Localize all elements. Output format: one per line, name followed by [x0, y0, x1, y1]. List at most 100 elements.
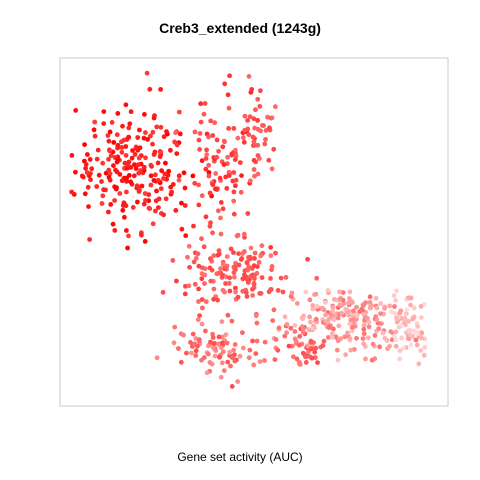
chart-title: Creb3_extended (1243g)	[159, 20, 321, 36]
scatter-point	[106, 209, 111, 215]
scatter-point	[207, 190, 213, 196]
scatter-point	[211, 253, 217, 258]
scatter-point	[231, 125, 237, 131]
scatter-point	[220, 349, 226, 355]
scatter-point	[240, 345, 246, 351]
scatter-point	[232, 157, 238, 163]
scatter-point	[95, 147, 101, 153]
scatter-point	[219, 340, 225, 346]
scatter-point	[199, 321, 205, 327]
scatter-point	[178, 359, 184, 365]
scatter-point	[247, 114, 253, 120]
scatter-point	[313, 291, 319, 297]
scatter-point	[246, 132, 252, 138]
scatter-point	[211, 296, 217, 302]
scatter-point	[378, 311, 383, 316]
scatter-point	[128, 179, 134, 185]
scatter-point	[314, 275, 320, 281]
scatter-point	[246, 74, 252, 79]
scatter-point	[125, 245, 130, 251]
scatter-point	[352, 321, 357, 326]
scatter-point	[196, 137, 202, 143]
scatter-point	[110, 221, 116, 227]
scatter-point	[142, 239, 148, 244]
scatter-point	[112, 198, 117, 203]
scatter-point	[244, 294, 250, 299]
scatter-point	[176, 177, 182, 183]
scatter-point	[237, 160, 243, 166]
scatter-point	[323, 312, 328, 318]
scatter-point	[312, 349, 318, 355]
scatter-point	[135, 199, 140, 205]
scatter-point	[191, 259, 197, 265]
scatter-point	[233, 285, 238, 291]
scatter-point	[223, 281, 229, 286]
scatter-point	[315, 360, 320, 365]
scatter-point	[193, 353, 199, 358]
scatter-point	[210, 133, 216, 138]
scatter-point	[238, 257, 244, 262]
scatter-point	[151, 115, 157, 121]
scatter-point	[238, 189, 244, 195]
scatter-point	[147, 86, 153, 92]
scatter-point	[245, 267, 251, 273]
scatter-point	[378, 301, 384, 306]
scatter-point	[208, 256, 213, 261]
scatter-point	[84, 170, 90, 175]
scatter-point	[216, 208, 221, 214]
scatter-point	[115, 142, 121, 148]
scatter-point	[85, 152, 90, 157]
scatter-point	[394, 288, 399, 294]
scatter-point	[275, 288, 281, 293]
scatter-point	[225, 154, 231, 160]
scatter-point	[211, 286, 217, 292]
scatter-point	[100, 193, 106, 199]
scatter-point	[273, 337, 279, 342]
scatter-point	[232, 342, 238, 347]
scatter-point	[124, 228, 129, 233]
scatter-point	[269, 166, 275, 172]
scatter-point	[199, 297, 205, 302]
scatter-point	[389, 337, 395, 343]
scatter-point	[392, 333, 397, 339]
scatter-point	[253, 107, 258, 113]
scatter-point	[163, 160, 168, 166]
scatter-point	[345, 330, 350, 336]
scatter-point	[418, 348, 424, 353]
scatter-point	[69, 189, 75, 195]
scatter-point	[174, 151, 180, 157]
scatter-point	[179, 226, 185, 232]
scatter-point	[69, 153, 75, 158]
scatter-point	[154, 188, 159, 194]
scatter-point	[237, 353, 243, 359]
scatter-point	[372, 356, 378, 362]
scatter-point	[207, 223, 213, 229]
scatter-point	[310, 303, 316, 308]
scatter-point	[190, 331, 196, 337]
scatter-point	[255, 171, 261, 177]
scatter-point	[401, 345, 407, 351]
scatter-point	[139, 183, 145, 189]
scatter-point	[216, 270, 222, 276]
scatter-point	[361, 341, 366, 347]
scatter-point	[206, 170, 212, 175]
scatter-point	[253, 351, 259, 356]
scatter-point	[117, 191, 123, 196]
scatter-point	[106, 167, 112, 173]
scatter-point	[256, 259, 262, 265]
scatter-point	[303, 354, 308, 360]
scatter-point	[198, 101, 204, 107]
scatter-point	[174, 278, 179, 284]
scatter-point	[213, 171, 219, 176]
scatter-point	[154, 355, 160, 361]
scatter-point	[130, 148, 136, 153]
scatter-point	[259, 243, 265, 249]
scatter-point	[363, 356, 368, 362]
scatter-point	[124, 189, 129, 195]
scatter-point	[243, 290, 249, 295]
scatter-point	[411, 328, 417, 334]
scatter-point	[132, 162, 137, 168]
scatter-point	[216, 334, 222, 340]
scatter-point	[145, 137, 151, 142]
scatter-point	[255, 153, 261, 158]
